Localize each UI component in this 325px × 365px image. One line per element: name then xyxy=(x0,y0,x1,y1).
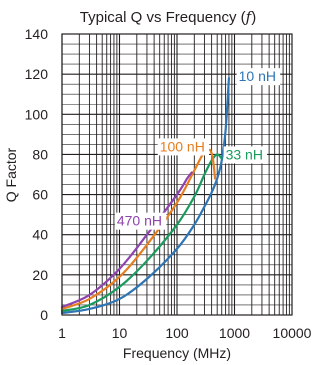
x-axis-label: Frequency (MHz) xyxy=(123,345,231,361)
series-group xyxy=(60,77,231,315)
y-tick-label: 100 xyxy=(25,106,49,122)
x-tick-label: 100 xyxy=(165,325,189,341)
y-tick-label: 80 xyxy=(32,146,48,162)
series-label-bg xyxy=(157,138,210,156)
y-tick-label: 60 xyxy=(32,187,48,203)
plot-frame xyxy=(61,33,293,316)
series-label: 100 nH xyxy=(160,138,205,154)
y-tick-label: 0 xyxy=(40,307,48,323)
y-axis-label: Q Factor xyxy=(3,147,19,202)
series-label: 10 nH xyxy=(239,68,276,84)
y-tick-label: 120 xyxy=(25,66,49,82)
series-label: 470 nH xyxy=(117,213,162,229)
series-label: 33 nH xyxy=(226,146,263,162)
series-label-bg xyxy=(223,146,268,164)
series-labels: 10 nH 33 nH 100 nH 470 nH xyxy=(114,68,281,230)
x-tick-label: 10000 xyxy=(273,325,312,341)
series-line-470-nh xyxy=(60,171,193,309)
series-label-bg xyxy=(114,212,167,230)
series-line-33-nh xyxy=(60,153,223,313)
y-tick-label: 20 xyxy=(32,267,48,283)
series-line-10-nh xyxy=(60,77,231,315)
series-line-100-nh xyxy=(60,148,217,311)
chart-title: Typical Q vs Frequency (f) xyxy=(80,8,256,26)
x-tick-label: 10 xyxy=(112,325,128,341)
y-tick-label: 40 xyxy=(32,227,48,243)
x-tick-label: 1000 xyxy=(219,325,250,341)
series-label-bg xyxy=(236,68,281,86)
tick-labels: 1 10 100 1000 10000 0 20 40 60 80 100 120 140 xyxy=(25,26,312,341)
y-tick-label: 140 xyxy=(25,26,49,42)
x-tick-label: 1 xyxy=(58,325,66,341)
